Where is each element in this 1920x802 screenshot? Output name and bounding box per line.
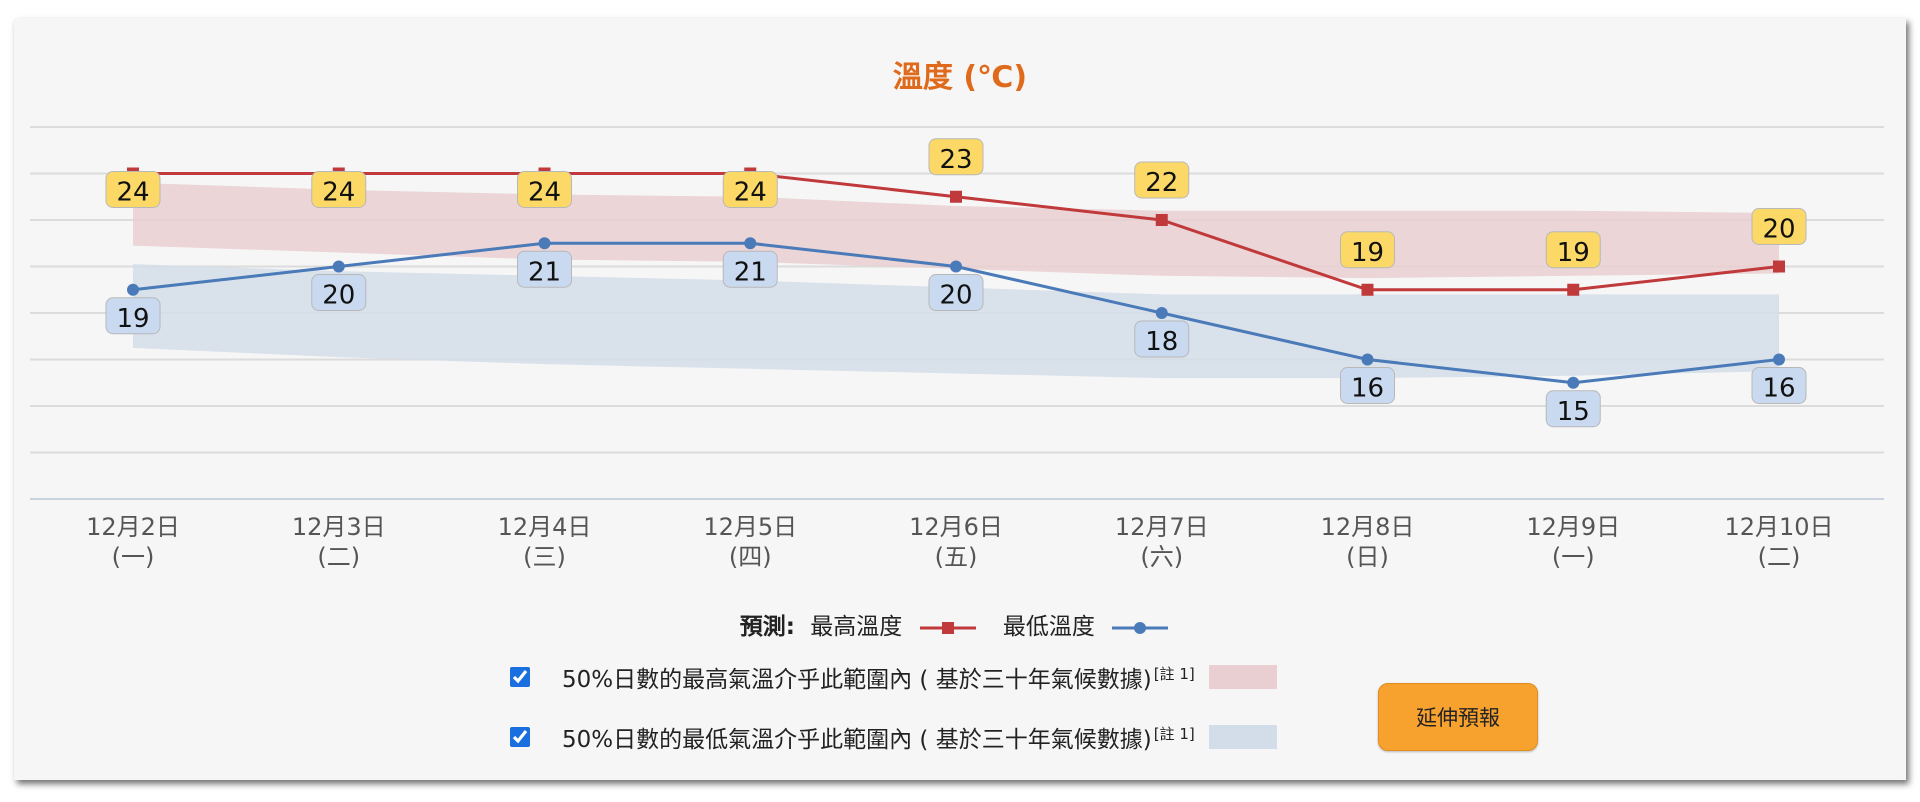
min-temp-label: 21 (528, 257, 561, 287)
min-temp-label-box (928, 274, 984, 311)
min-temp-label-box (105, 297, 161, 335)
max-temp-label-box (1340, 231, 1395, 269)
legend: 預測: 最高溫度 最低溫度 (0, 607, 1920, 641)
min-temp-band (133, 264, 1779, 379)
min-temp-label: 20 (939, 281, 972, 311)
min-temp-marker (744, 237, 757, 250)
extend-forecast-button[interactable]: 延伸預報 (1378, 683, 1538, 751)
climate-min-swatch (1208, 725, 1277, 749)
min-temp-marker (1361, 353, 1374, 366)
tick-date: 12月6日 (909, 513, 1003, 541)
x-axis-tick-label: 12月7日 (六) (1092, 512, 1232, 572)
note-link[interactable]: [註 1] (1153, 664, 1195, 683)
max-temp-label-box (1751, 208, 1807, 245)
max-temp-label-box (517, 171, 572, 208)
min-temp-marker (1155, 307, 1168, 319)
max-temp-label: 19 (1351, 238, 1384, 268)
min-temp-marker (538, 237, 551, 250)
tick-date: 12月9日 (1526, 513, 1621, 541)
max-temp-label: 20 (1762, 215, 1795, 245)
max-temp-label: 24 (734, 178, 767, 208)
tick-date: 12月4日 (497, 513, 592, 541)
min-temp-label-box (1134, 320, 1190, 358)
tick-weekday: (五) (934, 543, 978, 571)
min-temp-label-box (722, 250, 778, 288)
max-temp-marker (1773, 260, 1785, 273)
max-temp-label-box (928, 138, 984, 176)
max-temp-label: 24 (116, 178, 149, 208)
max-temp-label: 19 (1557, 238, 1590, 268)
max-temp-label-box (722, 171, 778, 208)
chart-title: 溫度 (℃) (892, 60, 1028, 95)
x-axis-tick-label: 12月3日 (二) (269, 512, 409, 572)
max-temp-label: 23 (939, 145, 972, 175)
tick-weekday: (一) (1551, 543, 1595, 571)
x-axis-tick-label: 12月8日 (日) (1298, 512, 1438, 572)
max-temp-label-box (1545, 231, 1601, 269)
climate-min-text: 50%日數的最低氣溫介乎此範圍內 ( 基於三十年氣候數據) (562, 727, 1152, 753)
max-temp-label: 22 (1145, 168, 1178, 198)
tick-date: 12月3日 (291, 513, 386, 541)
min-temp-label-box (517, 250, 572, 288)
tick-weekday: (四) (728, 543, 772, 571)
min-temp-label: 19 (116, 304, 149, 334)
tick-date: 12月5日 (703, 513, 798, 541)
note-link[interactable]: [註 1] (1153, 724, 1195, 743)
min-temp-label: 21 (734, 257, 767, 287)
x-axis-tick-label: 12月6日 (五) (886, 512, 1026, 572)
min-temp-label: 16 (1762, 374, 1795, 404)
legend-min-marker-icon (1112, 621, 1169, 634)
climate-min-checkbox[interactable] (510, 727, 530, 747)
min-temp-label: 20 (322, 281, 355, 311)
tick-date: 12月7日 (1114, 513, 1209, 541)
x-axis-tick-label: 12月5日 (四) (680, 512, 820, 572)
min-temp-label-box (1340, 367, 1395, 404)
min-temp-label: 16 (1351, 374, 1384, 404)
legend-lead: 預測: (739, 614, 795, 640)
min-temp-marker (950, 260, 962, 273)
tick-weekday: (三) (523, 543, 566, 571)
climate-max-text: 50%日數的最高氣溫介乎此範圍內 ( 基於三十年氣候數據) (562, 667, 1152, 693)
max-temp-marker (950, 190, 962, 203)
min-temp-marker (127, 283, 139, 296)
min-temp-marker (332, 260, 345, 273)
min-temp-label-box (1751, 367, 1807, 404)
tick-weekday: (二) (1757, 543, 1801, 571)
x-axis-tick-label: 12月10日 (二) (1709, 512, 1849, 572)
climate-max-checkbox[interactable] (510, 667, 530, 687)
max-temp-marker (1567, 283, 1580, 296)
max-temp-label-box (311, 171, 367, 208)
max-temp-label: 24 (322, 178, 355, 208)
min-temp-label-box (1545, 390, 1601, 428)
tick-weekday: (六) (1140, 543, 1184, 571)
legend-max-marker-icon (919, 621, 976, 634)
max-temp-label: 24 (528, 178, 561, 208)
tick-weekday: (二) (317, 543, 361, 571)
min-temp-label-box (311, 274, 367, 311)
climate-max-swatch (1208, 665, 1277, 689)
tick-weekday: (日) (1346, 543, 1389, 571)
max-temp-marker (1361, 283, 1374, 296)
max-temp-marker (1155, 214, 1168, 226)
tick-weekday: (一) (111, 543, 155, 571)
x-axis-tick-label: 12月9日 (一) (1503, 512, 1643, 572)
max-temp-label-box (1134, 161, 1190, 199)
tick-date: 12月2日 (86, 513, 180, 541)
tick-date: 12月10日 (1724, 513, 1834, 541)
tick-date: 12月8日 (1320, 513, 1415, 541)
legend-max-label[interactable]: 最高溫度 (810, 614, 903, 640)
x-axis-tick-label: 12月4日 (三) (475, 512, 615, 572)
x-axis-tick-label: 12月2日 (一) (63, 512, 203, 572)
max-temp-label-box (105, 171, 161, 208)
min-temp-label: 18 (1145, 327, 1178, 357)
legend-min-label[interactable]: 最低溫度 (1002, 614, 1095, 640)
min-temp-marker (1567, 376, 1580, 389)
climate-max-row: 50%日數的最高氣溫介乎此範圍內 ( 基於三十年氣候數據) [註 1] (510, 660, 1277, 694)
climate-min-row: 50%日數的最低氣溫介乎此範圍內 ( 基於三十年氣候數據) [註 1] (510, 720, 1277, 754)
min-temp-marker (1773, 353, 1785, 366)
min-temp-label: 15 (1557, 397, 1590, 427)
